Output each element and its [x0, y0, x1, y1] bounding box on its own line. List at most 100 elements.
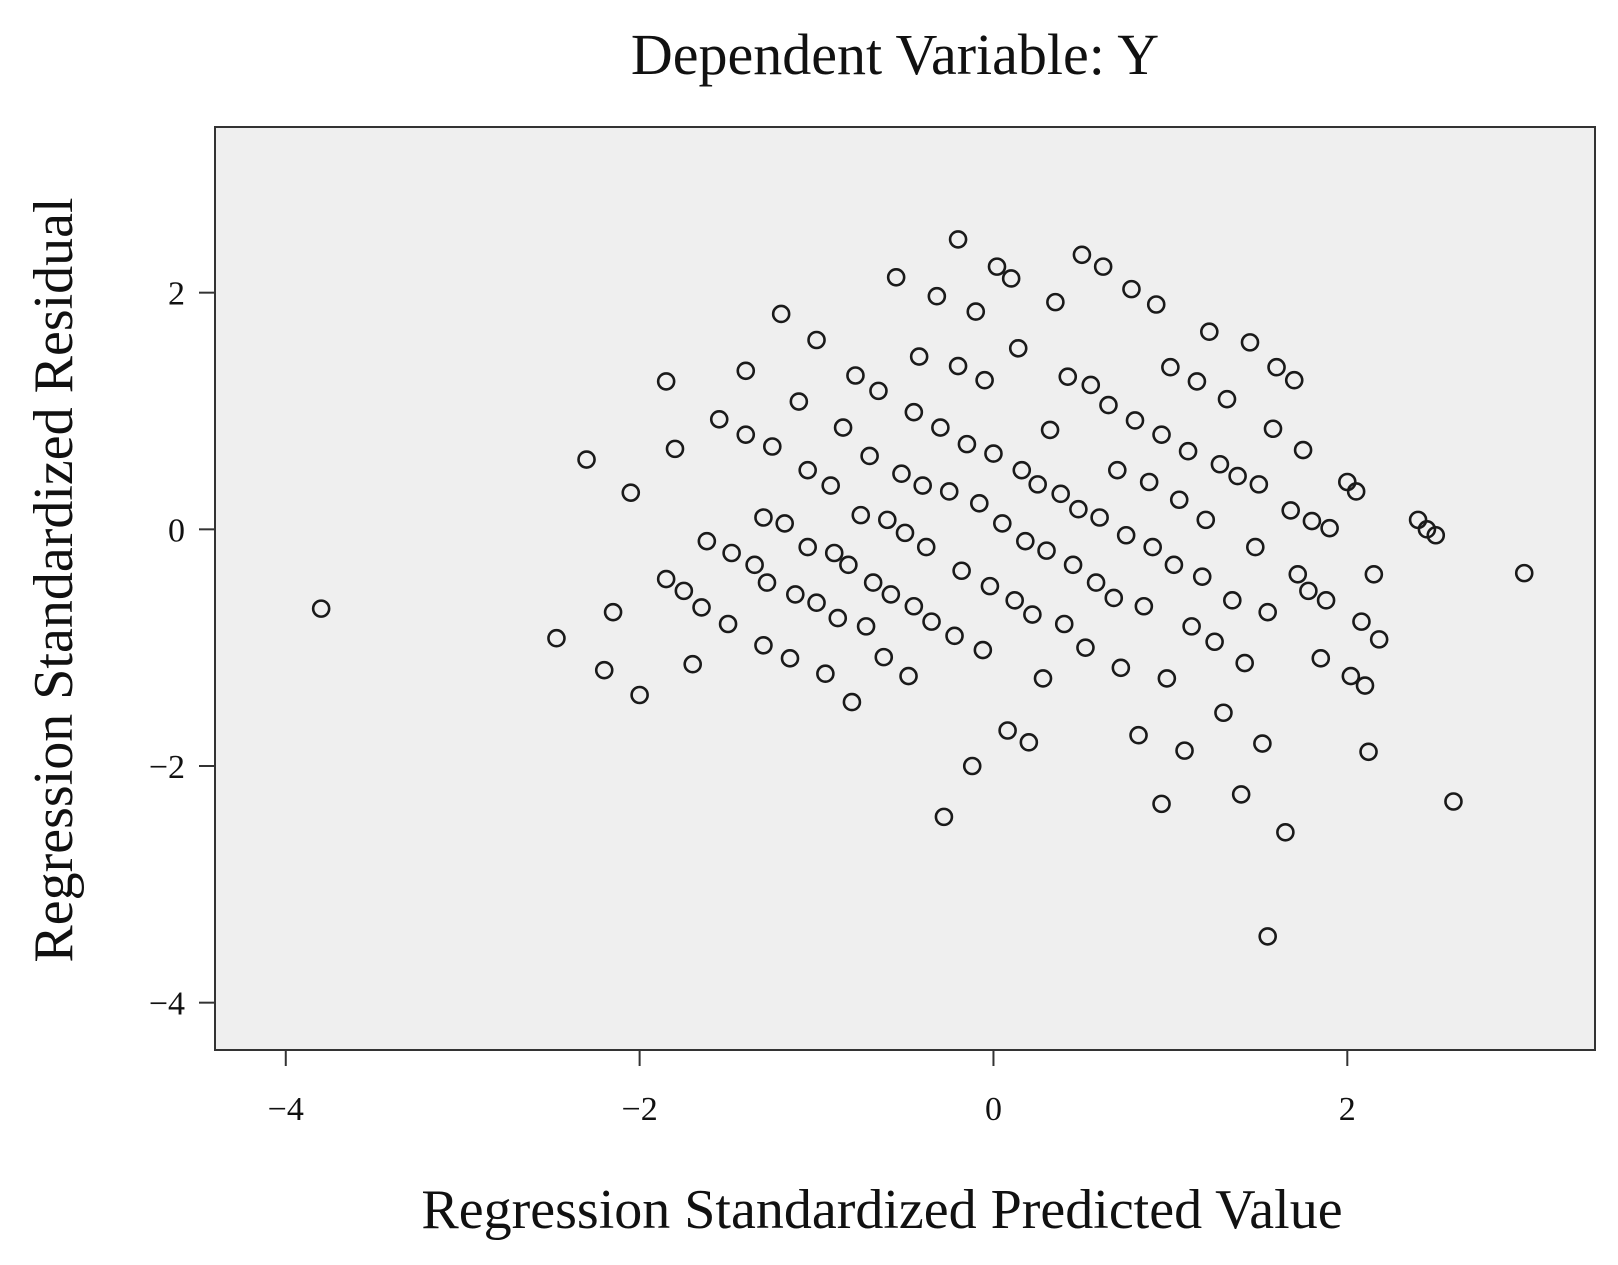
scatter-point [1108, 460, 1127, 480]
scatter-point [824, 543, 844, 563]
scatter-point [1040, 420, 1060, 440]
scatter-point [1355, 676, 1375, 695]
scatter-point [993, 514, 1012, 533]
scatter-point [718, 614, 738, 634]
scatter-point [1175, 741, 1194, 760]
scatter-point [1514, 563, 1534, 583]
scatter-point [630, 685, 649, 705]
scatter-point [931, 418, 950, 437]
scatter-point [1111, 658, 1131, 678]
scatter-point [1214, 703, 1233, 723]
scatter-point [952, 561, 971, 581]
scatter-point [904, 402, 924, 422]
scatter-point [1134, 596, 1154, 616]
scatter-point [1231, 785, 1251, 804]
scatter-point [1288, 564, 1308, 584]
scatter-point [934, 807, 954, 827]
scatter-point [816, 664, 835, 684]
scatter-point [1169, 490, 1189, 510]
scatter-point [1069, 499, 1088, 519]
scatter-point [1104, 588, 1124, 608]
scatter-point [957, 434, 977, 454]
scatter-point [1178, 441, 1198, 461]
scatter-point [1217, 389, 1237, 409]
scatter-point [1146, 295, 1166, 314]
scatter-point [683, 654, 702, 674]
scatter-point [1302, 511, 1322, 531]
scatter-point [1205, 632, 1224, 652]
scatter-point [1054, 614, 1074, 634]
scatter-point [656, 569, 676, 589]
scatter-point [1200, 322, 1219, 342]
scatter-point [1276, 822, 1295, 842]
scatter-point [754, 508, 773, 527]
scatter-point [1240, 333, 1260, 352]
scatter-point [1090, 508, 1109, 527]
scatter-point [948, 230, 968, 249]
y-axis-label: Regression Standardized Residual [23, 197, 85, 962]
scatter-point [1246, 537, 1265, 557]
scatter-point [881, 585, 901, 604]
scatter-point [1341, 666, 1361, 686]
scatter-point [895, 523, 915, 543]
scatter-points [311, 230, 1534, 946]
scatter-point [1129, 725, 1148, 745]
scatter-point [916, 537, 936, 557]
scatter-point [1072, 245, 1092, 265]
scatter-point [1139, 472, 1159, 492]
scatter-point [966, 302, 986, 321]
scatter-point [842, 692, 862, 712]
plot-area [214, 126, 1596, 1051]
y-tick-label: 0 [168, 512, 185, 549]
scatter-point [1152, 794, 1171, 814]
scatter-point [1253, 734, 1272, 753]
scatter-point [1182, 617, 1201, 636]
scatter-point [1284, 370, 1304, 390]
scatter-point [1019, 733, 1039, 752]
scatter-point [1352, 612, 1371, 631]
scatter-point [1058, 367, 1078, 386]
scatter-point [594, 660, 614, 680]
scatter-point [1152, 425, 1171, 444]
scatter-point [1210, 454, 1230, 474]
scatter-point [1037, 541, 1056, 560]
scatter-point [1028, 475, 1047, 494]
y-tick-label: 2 [168, 276, 185, 313]
scatter-point [927, 286, 947, 306]
scatter-point [1192, 567, 1212, 586]
scatter-point [962, 756, 982, 776]
scatter-point [1099, 395, 1118, 415]
scatter-point [1228, 466, 1247, 486]
scatter-point [789, 392, 809, 411]
scatter-point [775, 514, 794, 533]
scatter-point [1426, 525, 1446, 545]
scatter-point [754, 635, 773, 655]
scatter-point [798, 460, 817, 480]
scatter-point [1346, 482, 1366, 501]
scatter-point [798, 537, 817, 557]
scatter-point [786, 585, 805, 604]
scatter-point [780, 649, 800, 668]
scatter-point [745, 555, 764, 575]
scatter-point [736, 361, 756, 381]
scatter-point [1311, 649, 1331, 668]
scatter-point [1258, 927, 1277, 946]
scatter-point [1187, 372, 1207, 391]
y-tick-label: −2 [149, 749, 185, 786]
scatter-point [757, 573, 777, 592]
scatter-point [807, 593, 826, 613]
x-tick-label: −2 [622, 1091, 658, 1128]
scatter-point [674, 581, 694, 601]
scatter-point [839, 555, 858, 575]
scatter-point [1161, 357, 1180, 377]
scatter-point [1196, 510, 1216, 530]
x-tick-label: 0 [985, 1091, 1002, 1128]
scatter-point [1081, 375, 1101, 395]
chart-title: Dependent Variable: Y [631, 22, 1159, 87]
scatter-point [1444, 792, 1463, 811]
scatter-point [833, 418, 853, 437]
scatter-point [603, 602, 623, 622]
scatter-point [878, 510, 897, 530]
x-tick-label: −4 [268, 1091, 304, 1128]
scatter-point [709, 409, 729, 429]
